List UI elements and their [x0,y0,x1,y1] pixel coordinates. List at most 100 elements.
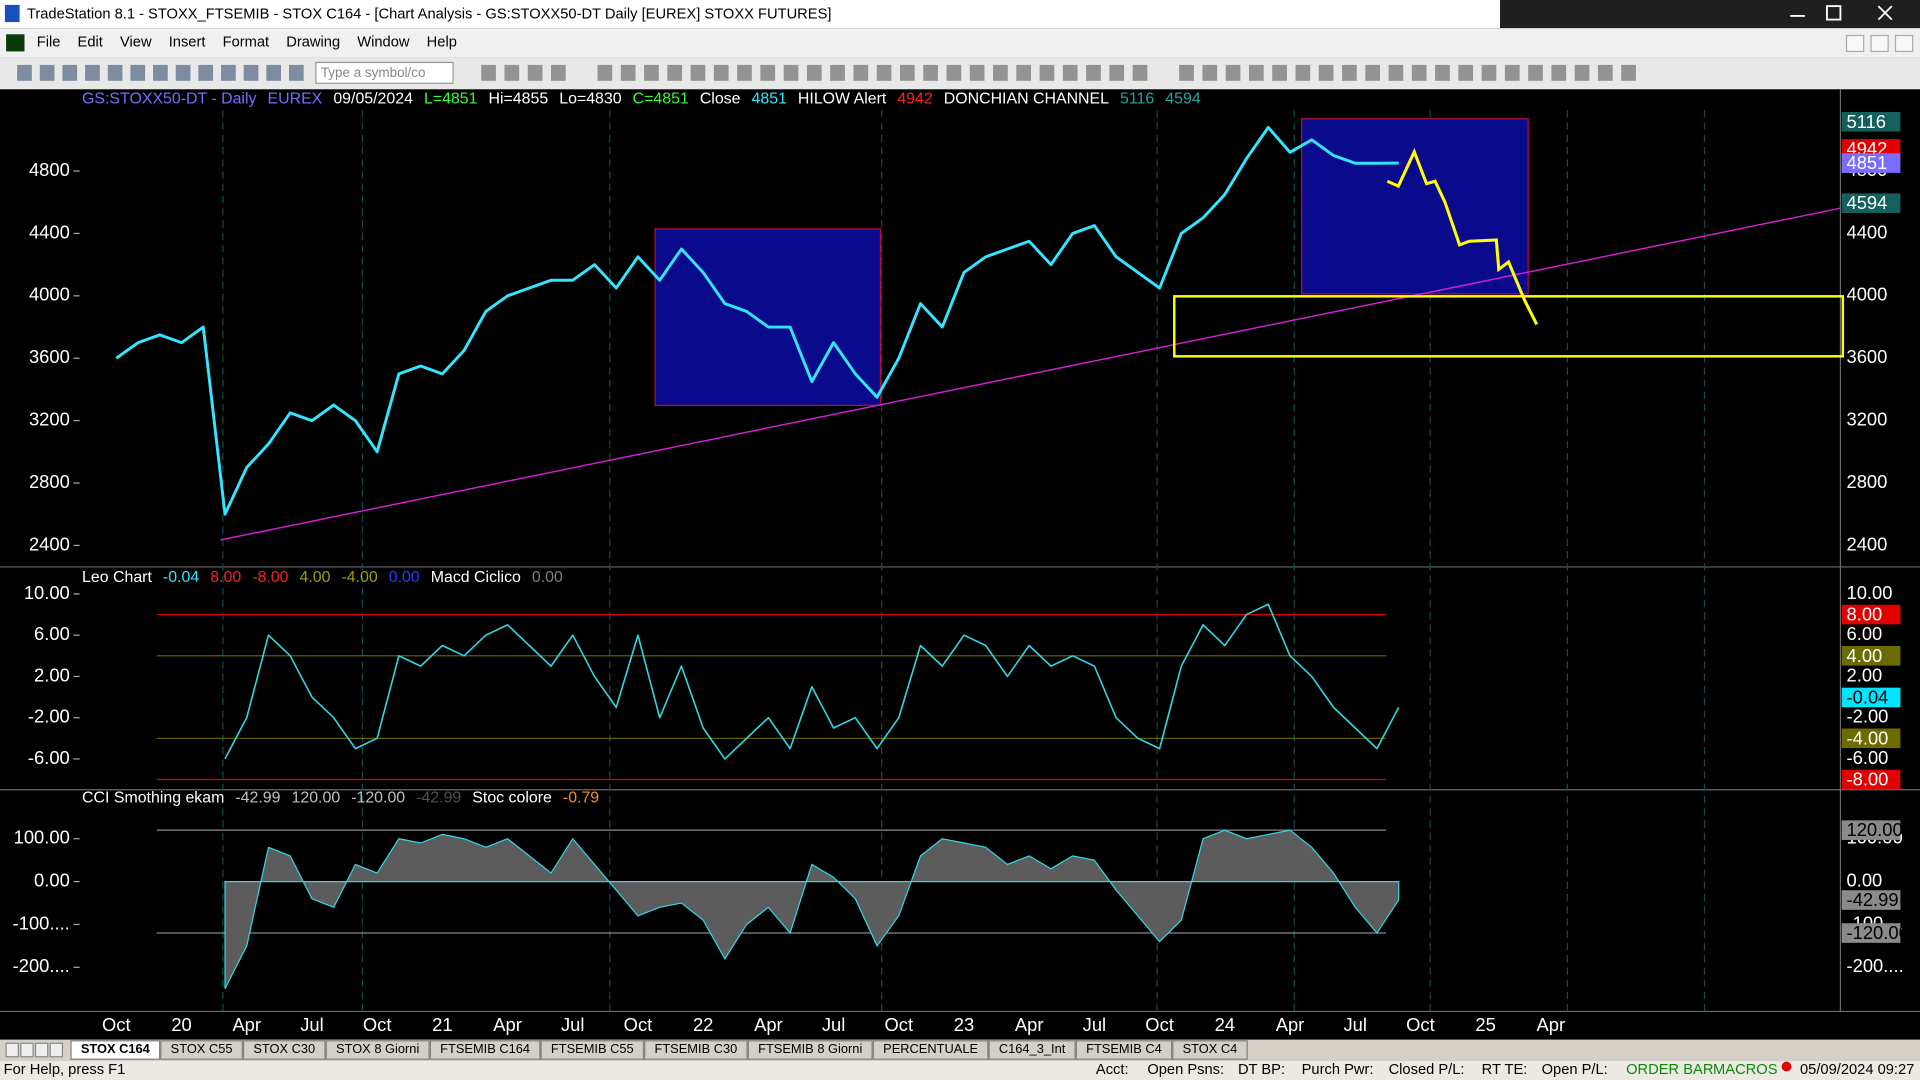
toolbar-icon[interactable] [107,64,123,81]
status-order-bar[interactable]: ORDER BAR [1626,1062,1713,1078]
toolbar-icon[interactable] [853,64,869,81]
toolbar-icon[interactable] [221,64,236,81]
toolbar-icon[interactable] [130,64,146,81]
tab-nav-button[interactable] [34,1042,49,1058]
tab[interactable] [325,1040,430,1060]
tab-label[interactable]: STOX 8 Giorni [336,1041,419,1056]
toolbar-icon[interactable] [1551,64,1567,81]
toolbar-icon[interactable] [783,64,799,81]
toolbar-icon[interactable] [1248,64,1264,81]
toolbar-icon[interactable] [969,64,985,81]
toolbar-icon[interactable] [1039,64,1055,81]
menu-item[interactable]: File [37,35,61,51]
tab-label[interactable]: STOX C30 [253,1041,315,1056]
menu-item[interactable]: Help [427,35,457,51]
toolbar-icon[interactable] [17,64,32,81]
toolbar-icon[interactable] [1272,64,1287,81]
status-macros[interactable]: MACROS [1713,1062,1778,1078]
toolbar-icon[interactable] [993,64,1008,81]
toolbar-icon[interactable] [876,64,892,81]
toolbar-icon[interactable] [1597,64,1613,81]
toolbar-icon[interactable] [830,64,845,81]
menu-item[interactable]: Window [357,35,410,51]
toolbar-icon[interactable] [1132,64,1148,81]
toolbar-icon[interactable] [288,64,304,81]
toolbar-icon[interactable] [1458,64,1474,81]
tab[interactable] [242,1040,326,1060]
tab-label[interactable]: C164_3_Int [999,1041,1066,1056]
tab[interactable] [1172,1040,1248,1060]
toolbar-icon[interactable] [1621,64,1636,81]
toolbar-icon[interactable] [737,64,752,81]
toolbar-icon[interactable] [1435,64,1450,81]
tab-label[interactable]: PERCENTUALE [883,1041,978,1056]
tab-label[interactable]: FTSEMIB C30 [654,1041,737,1056]
tab[interactable] [1075,1040,1173,1060]
toolbar-icon[interactable] [597,64,613,81]
mdi-button[interactable] [1845,34,1865,53]
tab-label[interactable]: FTSEMIB C55 [551,1041,634,1056]
toolbar-icon[interactable] [1574,64,1590,81]
toolbar-icon[interactable] [1388,64,1404,81]
toolbar-icon[interactable] [900,64,915,81]
toolbar-icon[interactable] [946,64,962,81]
toolbar-icon[interactable] [1295,64,1311,81]
toolbar-icon[interactable] [1202,64,1218,81]
toolbar-icon[interactable] [644,64,659,81]
toolbar-icon[interactable] [527,64,543,81]
toolbar-icon[interactable] [1225,64,1241,81]
toolbar-icon[interactable] [1109,64,1125,81]
tab[interactable] [872,1040,989,1060]
close-button[interactable] [1877,5,1893,21]
tab-label[interactable]: STOX C4 [1183,1041,1238,1056]
tab-label[interactable]: STOX C55 [171,1041,233,1056]
toolbar-icon[interactable] [198,64,214,81]
symbol-box[interactable] [315,61,454,84]
toolbar-icon[interactable] [39,64,55,81]
toolbar-icon[interactable] [175,64,191,81]
toolbar-icon[interactable] [923,64,938,81]
toolbar-icon[interactable] [713,64,729,81]
tab-label[interactable]: FTSEMIB C164 [440,1041,530,1056]
tab[interactable] [429,1040,541,1060]
toolbar-icon[interactable] [504,64,520,81]
toolbar-icon[interactable] [1481,64,1497,81]
tab-label[interactable]: FTSEMIB 8 Giorni [758,1041,862,1056]
menu-item[interactable]: Drawing [286,35,340,51]
toolbar-icon[interactable] [667,64,683,81]
toolbar-icon[interactable] [153,64,168,81]
tab[interactable] [70,1040,161,1060]
toolbar-icon[interactable] [690,64,706,81]
toolbar-icon[interactable] [1318,64,1334,81]
tab-nav-button[interactable] [49,1042,64,1058]
menu-item[interactable]: Edit [78,35,103,51]
tab[interactable] [644,1040,748,1060]
menu-item[interactable]: Format [223,35,270,51]
toolbar-icon[interactable] [760,64,776,81]
tab[interactable] [160,1040,243,1060]
toolbar-icon[interactable] [1086,64,1101,81]
toolbar-icon[interactable] [1342,64,1357,81]
menu-item[interactable]: View [120,35,152,51]
toolbar-icon[interactable] [1411,64,1427,81]
toolbar-icon[interactable] [1179,64,1194,81]
maximize-button[interactable] [1826,5,1842,21]
toolbar-icon[interactable] [1365,64,1380,81]
toolbar-icon[interactable] [85,64,100,81]
tab[interactable] [747,1040,873,1060]
tab[interactable] [540,1040,645,1060]
toolbar-icon[interactable] [1062,64,1078,81]
toolbar-icon[interactable] [243,64,259,81]
toolbar-icon[interactable] [62,64,78,81]
tab-nav-button[interactable] [5,1042,19,1058]
toolbar-icon[interactable] [620,64,636,81]
tab[interactable] [988,1040,1076,1060]
tab-label[interactable]: FTSEMIB C4 [1086,1041,1162,1056]
menu-item[interactable]: Insert [169,35,206,51]
mdi-button[interactable] [1870,34,1889,53]
toolbar-icon[interactable] [1016,64,1032,81]
toolbar-icon[interactable] [551,64,566,81]
tab-label[interactable]: STOX C164 [81,1041,151,1056]
toolbar-icon[interactable] [481,64,496,81]
mdi-button[interactable] [1894,34,1914,53]
